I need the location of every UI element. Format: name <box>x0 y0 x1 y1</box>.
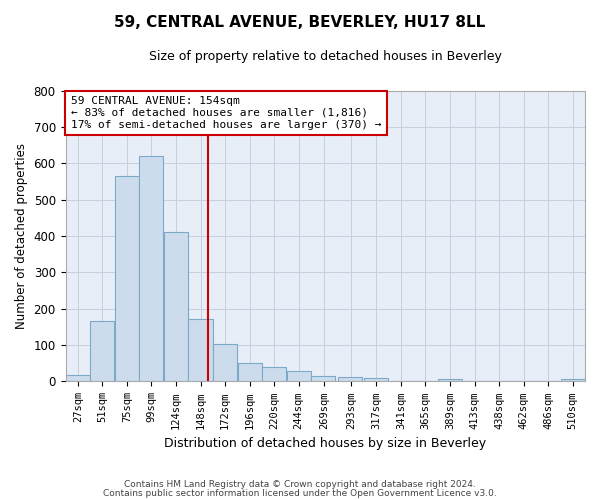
Bar <box>139 156 163 382</box>
Bar <box>338 376 362 382</box>
Bar <box>213 344 237 382</box>
Bar <box>287 370 311 382</box>
Bar <box>438 378 462 382</box>
Title: Size of property relative to detached houses in Beverley: Size of property relative to detached ho… <box>149 50 502 63</box>
Y-axis label: Number of detached properties: Number of detached properties <box>15 143 28 329</box>
Text: Contains public sector information licensed under the Open Government Licence v3: Contains public sector information licen… <box>103 488 497 498</box>
Bar <box>91 322 115 382</box>
Bar <box>115 176 139 382</box>
Text: 59 CENTRAL AVENUE: 154sqm
← 83% of detached houses are smaller (1,816)
17% of se: 59 CENTRAL AVENUE: 154sqm ← 83% of detac… <box>71 96 381 130</box>
Text: Contains HM Land Registry data © Crown copyright and database right 2024.: Contains HM Land Registry data © Crown c… <box>124 480 476 489</box>
Bar <box>561 379 585 382</box>
Text: 59, CENTRAL AVENUE, BEVERLEY, HU17 8LL: 59, CENTRAL AVENUE, BEVERLEY, HU17 8LL <box>115 15 485 30</box>
Bar <box>262 367 286 382</box>
Bar <box>238 362 262 382</box>
Bar <box>311 376 335 382</box>
X-axis label: Distribution of detached houses by size in Beverley: Distribution of detached houses by size … <box>164 437 487 450</box>
Bar <box>164 232 188 382</box>
Bar <box>188 319 212 382</box>
Bar <box>66 375 90 382</box>
Bar <box>364 378 388 382</box>
